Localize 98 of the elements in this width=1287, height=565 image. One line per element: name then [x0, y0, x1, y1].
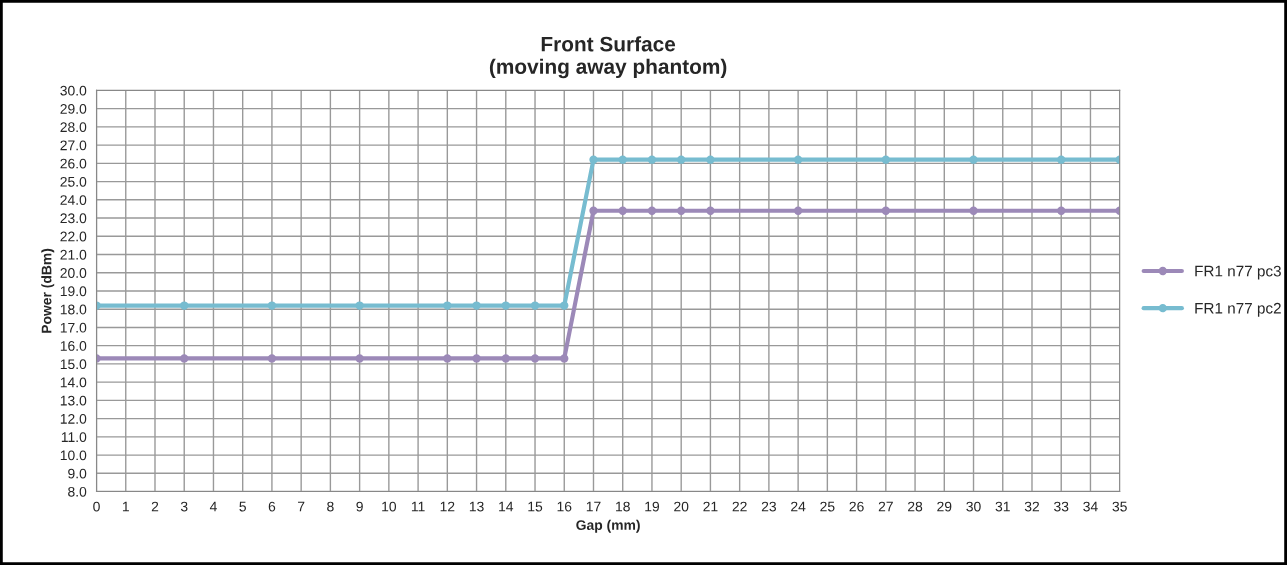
x-axis-title: Gap (mm)	[576, 519, 640, 533]
x-tick-label: 26	[849, 501, 864, 512]
x-tick-label: 29	[937, 501, 952, 512]
point	[267, 354, 277, 363]
x-tick-label: 10	[382, 501, 397, 512]
point	[472, 301, 481, 310]
point	[530, 301, 540, 310]
y-tick-label: 20.0	[60, 268, 87, 278]
y-tick-label: 15.0	[60, 359, 87, 370]
x-tick-label: 20	[674, 501, 689, 512]
point	[706, 206, 715, 215]
y-tick-label: 24.0	[60, 195, 87, 205]
x-tick-label: 7	[298, 501, 305, 512]
y-tick-label: 16.0	[60, 341, 87, 351]
point	[793, 155, 803, 164]
x-tick-label: 15	[528, 501, 543, 512]
x-tick-label: 9	[356, 501, 363, 512]
y-tick-label: 9.0	[68, 468, 87, 479]
x-tick-label: 30	[966, 501, 981, 512]
x-tick-label: 21	[703, 501, 718, 512]
legend-label: FR1 n77 pc2	[1195, 302, 1281, 317]
point	[969, 206, 978, 215]
y-tick-label: 19.0	[60, 286, 87, 297]
point	[560, 354, 569, 363]
y-tick-label: 30.0	[60, 85, 87, 96]
x-tick-label: 27	[878, 501, 893, 512]
point	[355, 354, 364, 363]
y-tick-label: 25.0	[60, 176, 87, 187]
x-tick-label: 32	[1024, 501, 1040, 512]
y-tick-label: 17.0	[60, 322, 87, 333]
point	[618, 155, 627, 164]
x-tick-label: 25	[820, 501, 835, 512]
point	[677, 206, 686, 215]
point	[589, 155, 598, 164]
y-tick-label: 22.0	[60, 231, 87, 242]
point	[443, 301, 452, 310]
point	[881, 206, 890, 215]
y-tick-label: 18.0	[60, 304, 87, 315]
x-tick-label: 11	[411, 501, 425, 512]
x-tick-label: 28	[908, 501, 923, 512]
x-tick-label: 23	[761, 501, 777, 512]
point	[969, 155, 978, 164]
chart-title: Front Surface (moving away phantom)	[489, 36, 727, 79]
x-tick-label: 8	[327, 501, 334, 512]
point	[267, 301, 277, 310]
x-tick-label: 14	[499, 501, 514, 512]
x-tick-label: 17	[586, 501, 601, 512]
point	[618, 206, 627, 215]
y-tick-label: 13.0	[60, 395, 87, 406]
x-tick-label: 31	[995, 501, 1010, 512]
x-tick-label: 0	[93, 501, 100, 512]
x-tick-label: 19	[645, 501, 660, 512]
y-tick-label: 21.0	[60, 249, 87, 260]
y-tick-label: 23.0	[60, 213, 87, 224]
point	[472, 354, 481, 363]
point	[530, 354, 540, 363]
y-tick-label: 26.0	[60, 158, 87, 169]
point	[560, 301, 569, 310]
point	[443, 354, 452, 363]
x-tick-label: 16	[557, 501, 572, 512]
y-tick-label: 12.0	[60, 413, 87, 424]
x-tick-label: 35	[1112, 501, 1127, 512]
x-tick-label: 22	[732, 501, 747, 512]
legend-label: FR1 n77 pc3	[1195, 265, 1281, 280]
x-tick-label: 4	[209, 501, 217, 512]
x-tick-label: 1	[122, 501, 129, 512]
point	[355, 301, 364, 310]
point	[677, 155, 686, 164]
x-tick-label: 24	[791, 501, 806, 512]
y-axis-title: Power (dBm)	[41, 248, 55, 333]
x-tick-label: 5	[239, 501, 246, 512]
y-tick-label: 27.0	[60, 140, 87, 151]
x-tick-label: 12	[440, 501, 455, 512]
point	[589, 206, 598, 215]
point	[1057, 206, 1066, 215]
point	[501, 354, 510, 363]
y-tick-label: 14.0	[60, 377, 87, 388]
x-tick-label: 3	[180, 501, 188, 512]
point	[793, 206, 803, 215]
y-tick-label: 8.0	[68, 486, 87, 497]
point	[180, 301, 189, 310]
x-tick-label: 2	[151, 501, 159, 512]
y-tick-label: 11.0	[61, 432, 87, 443]
y-tick-label: 10.0	[60, 450, 87, 461]
point	[647, 206, 657, 215]
point	[881, 155, 890, 164]
x-tick-label: 34	[1083, 501, 1098, 512]
y-tick-label: 29.0	[60, 103, 87, 114]
x-tick-label: 13	[469, 501, 484, 512]
point	[647, 155, 657, 164]
x-tick-label: 6	[268, 501, 276, 512]
y-tick-label: 28.0	[60, 122, 87, 133]
point	[1057, 155, 1066, 164]
point	[180, 354, 189, 363]
point	[706, 155, 715, 164]
x-tick-label: 18	[616, 501, 630, 512]
x-tick-label: 33	[1054, 501, 1069, 512]
point	[501, 301, 510, 310]
